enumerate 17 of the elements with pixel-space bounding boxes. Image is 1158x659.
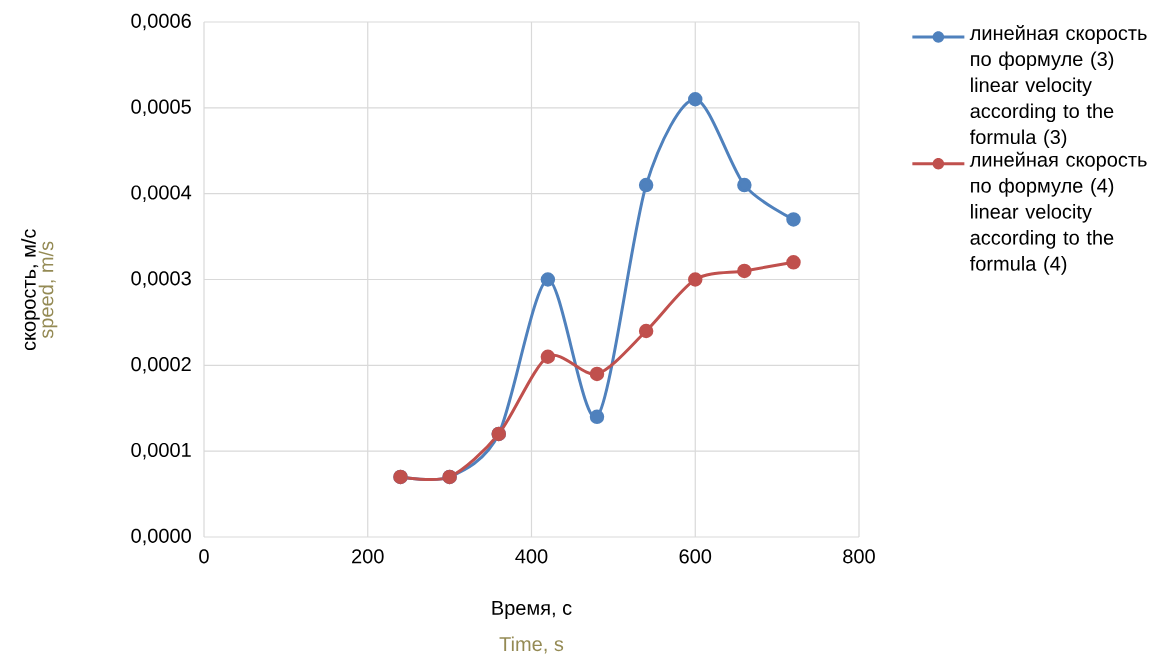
y-tick-label: 0,0001 xyxy=(131,442,191,460)
x-axis-title: Время, с xyxy=(492,601,572,619)
text: Time, s xyxy=(499,636,564,654)
y-tick-label: 0,0006 xyxy=(131,13,191,31)
y-tick-label: 0,0003 xyxy=(131,271,191,288)
x-tick-label: 0 xyxy=(199,549,209,564)
x-tick-label: 200 xyxy=(352,549,384,564)
x-tick-label: 600 xyxy=(679,549,712,564)
x-tick-label: 400 xyxy=(515,549,548,564)
y-tick-label: 0,0004 xyxy=(131,185,192,202)
y-tick-label: 0,0005 xyxy=(131,99,191,117)
x-tick-label: 800 xyxy=(843,549,875,564)
text: speed, m/s xyxy=(38,241,58,339)
legend-label: линейная скорость по формуле (3) linear velocity according to the formula (3) xyxy=(969,25,1147,149)
y-tick-label: 0,0000 xyxy=(131,528,191,546)
y-tick-label: 0,0002 xyxy=(131,357,191,374)
legend-label: линейная скорость по формуле (4) linear velocity according to the formula (4) xyxy=(969,151,1147,275)
